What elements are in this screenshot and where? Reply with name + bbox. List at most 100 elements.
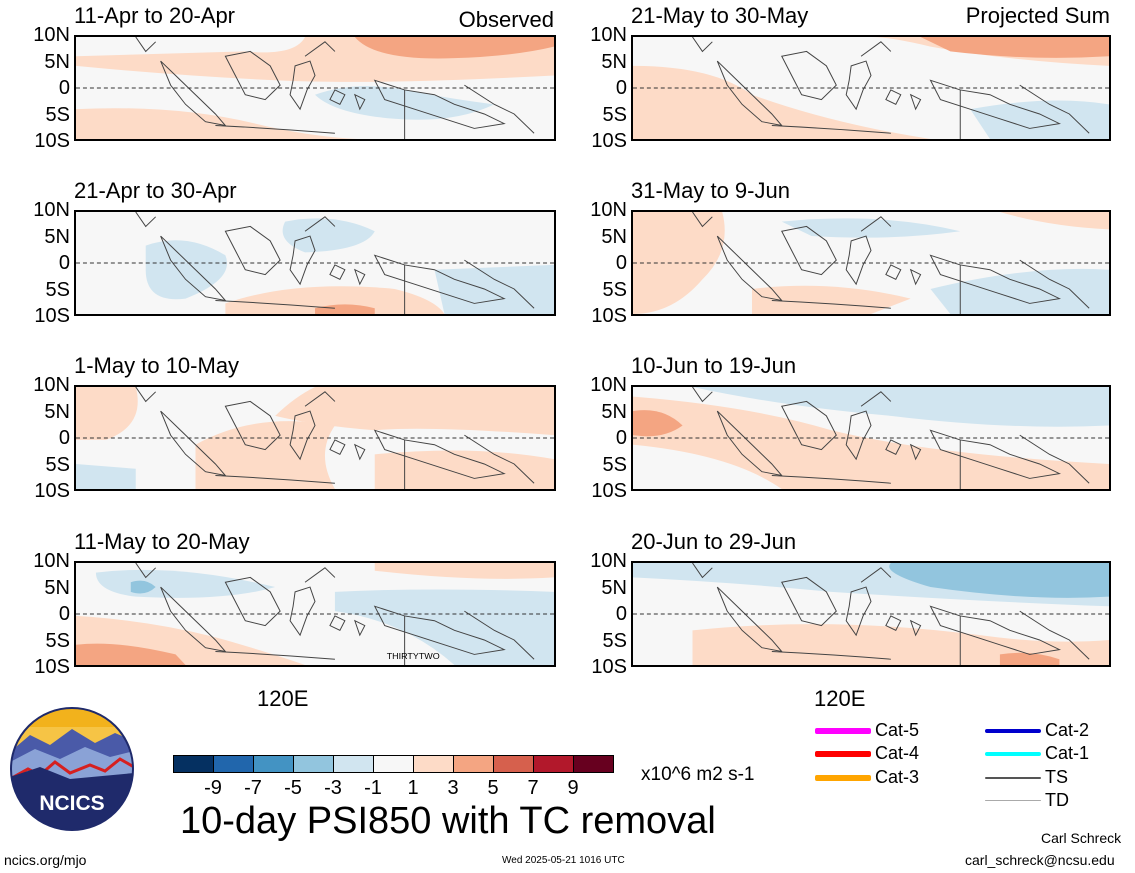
coastline xyxy=(135,563,157,579)
latitude-label: 5N xyxy=(44,400,70,423)
latitude-label: 0 xyxy=(615,252,627,274)
latitude-label: 5S xyxy=(45,629,70,652)
anomaly-contour xyxy=(374,563,554,579)
anomaly-contour xyxy=(781,218,961,238)
coastline xyxy=(716,60,784,127)
latitude-label: 0 xyxy=(58,603,70,625)
footer-author: Carl Schreck xyxy=(1041,830,1122,846)
colorbar-tick-label: -7 xyxy=(244,777,262,799)
anomaly-contour xyxy=(76,463,136,489)
colorbar-tick-label: 5 xyxy=(487,777,499,799)
anomaly-contour xyxy=(130,580,156,594)
coastline xyxy=(224,225,281,276)
coastline xyxy=(845,235,872,286)
coastline xyxy=(692,387,713,403)
coastline xyxy=(135,387,157,403)
anomaly-contour xyxy=(145,240,228,300)
colorbar-swatch xyxy=(573,755,614,773)
coastline xyxy=(329,264,346,281)
coastline xyxy=(224,400,281,451)
anomaly-contour xyxy=(752,285,911,314)
anomaly-contour xyxy=(633,65,931,139)
coastline xyxy=(289,586,316,637)
footer-timestamp: Wed 2025-05-21 1016 UTC xyxy=(502,855,625,866)
legend-item: Cat-4 xyxy=(815,743,919,764)
footer-email[interactable]: carl_schreck@ncsu.edu xyxy=(965,852,1115,868)
panel-title: 20-Jun to 29-Jun xyxy=(631,529,797,554)
coastline xyxy=(353,93,366,111)
ncics-logo[interactable]: NCICS xyxy=(10,707,134,831)
coastline xyxy=(353,443,366,461)
colorbar-swatch xyxy=(333,755,374,773)
coastline xyxy=(909,93,922,111)
latitude-label: 10N xyxy=(33,374,70,396)
latitude-label: 5N xyxy=(44,225,70,248)
colorbar-tick-label: -5 xyxy=(284,777,302,799)
coastline xyxy=(860,216,892,232)
legend-item: Cat-5 xyxy=(815,720,919,741)
coastline xyxy=(771,300,891,309)
coastline xyxy=(845,410,872,461)
coastline xyxy=(781,50,837,101)
coastline xyxy=(304,391,336,407)
legend-item: Cat-1 xyxy=(985,743,1089,764)
coastline xyxy=(160,60,227,127)
coastline xyxy=(160,586,227,653)
coastline xyxy=(885,264,902,281)
latitude-label: 10N xyxy=(590,374,627,396)
panel-title: 1-May to 10-May xyxy=(74,353,240,378)
footer-url[interactable]: ncics.org/mjo xyxy=(4,852,87,868)
observed-label: Observed xyxy=(458,7,554,32)
coastline xyxy=(781,400,837,451)
anomaly-contour xyxy=(920,37,1109,58)
latitude-label: 5N xyxy=(44,576,70,599)
coastline xyxy=(464,259,535,309)
coastline xyxy=(304,567,336,583)
colorbar-tick-label: 3 xyxy=(447,777,459,799)
latitude-label: 0 xyxy=(615,603,627,625)
coastline xyxy=(771,475,891,484)
legend-swatch xyxy=(985,728,1041,733)
latitude-label: 10N xyxy=(33,24,70,46)
latitude-label: 10N xyxy=(590,24,627,46)
legend-swatch xyxy=(815,774,871,781)
anomaly-contour xyxy=(374,450,554,489)
anomaly-contour xyxy=(434,264,554,314)
latitude-label: 10S xyxy=(591,305,627,327)
latitude-label: 10S xyxy=(591,480,627,502)
colorbar-swatch xyxy=(413,755,454,773)
coastline xyxy=(845,60,872,111)
coastline xyxy=(353,619,366,637)
colorbar xyxy=(173,755,614,773)
panel-title: 11-Apr to 20-Apr xyxy=(74,3,236,28)
latitude-label: 5N xyxy=(601,50,627,73)
colorbar-swatch xyxy=(453,755,494,773)
map-panel xyxy=(631,35,1111,141)
coastline xyxy=(224,576,281,627)
anomaly-contour xyxy=(692,387,1109,427)
coastline xyxy=(135,37,157,53)
panel-title: 11-May to 20-May xyxy=(74,529,250,554)
coastline xyxy=(289,410,316,461)
coastline xyxy=(885,89,902,106)
coastline xyxy=(781,225,837,276)
map-panel xyxy=(631,561,1111,667)
anomaly-contour xyxy=(334,589,554,665)
coastline xyxy=(1019,434,1090,484)
latitude-label: 5S xyxy=(602,103,627,126)
legend-label: Cat-2 xyxy=(1045,720,1090,740)
anomaly-contour xyxy=(354,37,554,59)
colorbar-units: x10^6 m2 s-1 xyxy=(641,764,755,785)
latitude-label: 0 xyxy=(58,427,70,449)
latitude-label: 5S xyxy=(45,453,70,476)
latitude-label: 10S xyxy=(34,305,70,327)
projected-label: Projected Sum xyxy=(965,3,1110,28)
latitude-label: 10N xyxy=(33,550,70,572)
colorbar-swatch xyxy=(293,755,334,773)
longitude-label-right: 120E xyxy=(814,686,866,711)
coastline xyxy=(909,268,922,286)
coastline xyxy=(885,439,902,456)
legend-swatch xyxy=(815,727,871,734)
colorbar-tick-label: 1 xyxy=(407,777,419,799)
coastline xyxy=(160,410,227,477)
